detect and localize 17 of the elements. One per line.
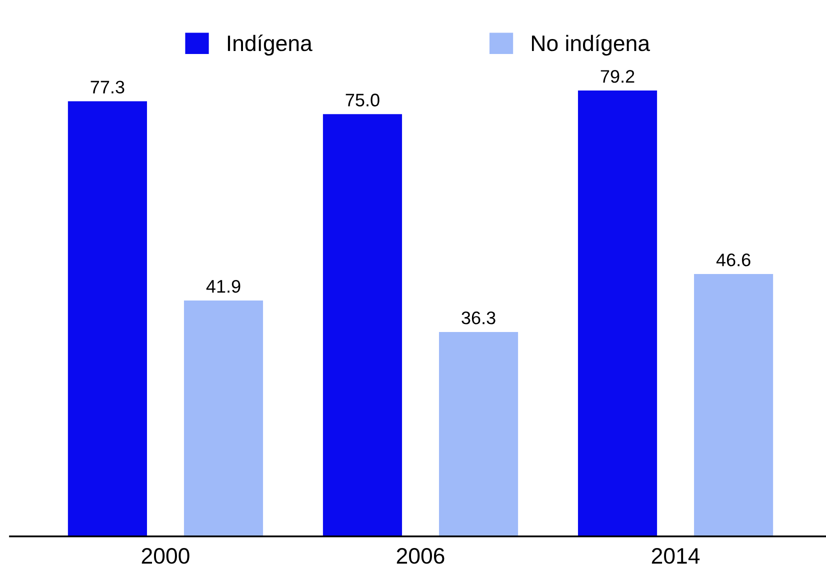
bar [578, 90, 658, 536]
x-tick-label: 2006 [396, 548, 444, 564]
bar [184, 300, 264, 536]
data-label: 79.2 [600, 70, 634, 83]
data-label: 75.0 [346, 94, 380, 106]
bar [322, 114, 402, 536]
data-label: 46.6 [716, 254, 750, 266]
x-tick-label: 2014 [652, 548, 700, 564]
bar [68, 101, 147, 536]
x-tick-label: 2000 [142, 548, 190, 564]
data-label: 77.3 [90, 80, 124, 94]
data-label: 36.3 [462, 312, 496, 324]
bar [438, 332, 518, 536]
legend-label: No indígena [532, 34, 650, 56]
data-label: 41.9 [206, 280, 240, 293]
bar [694, 274, 774, 536]
legend-label: Indígena [228, 34, 312, 56]
